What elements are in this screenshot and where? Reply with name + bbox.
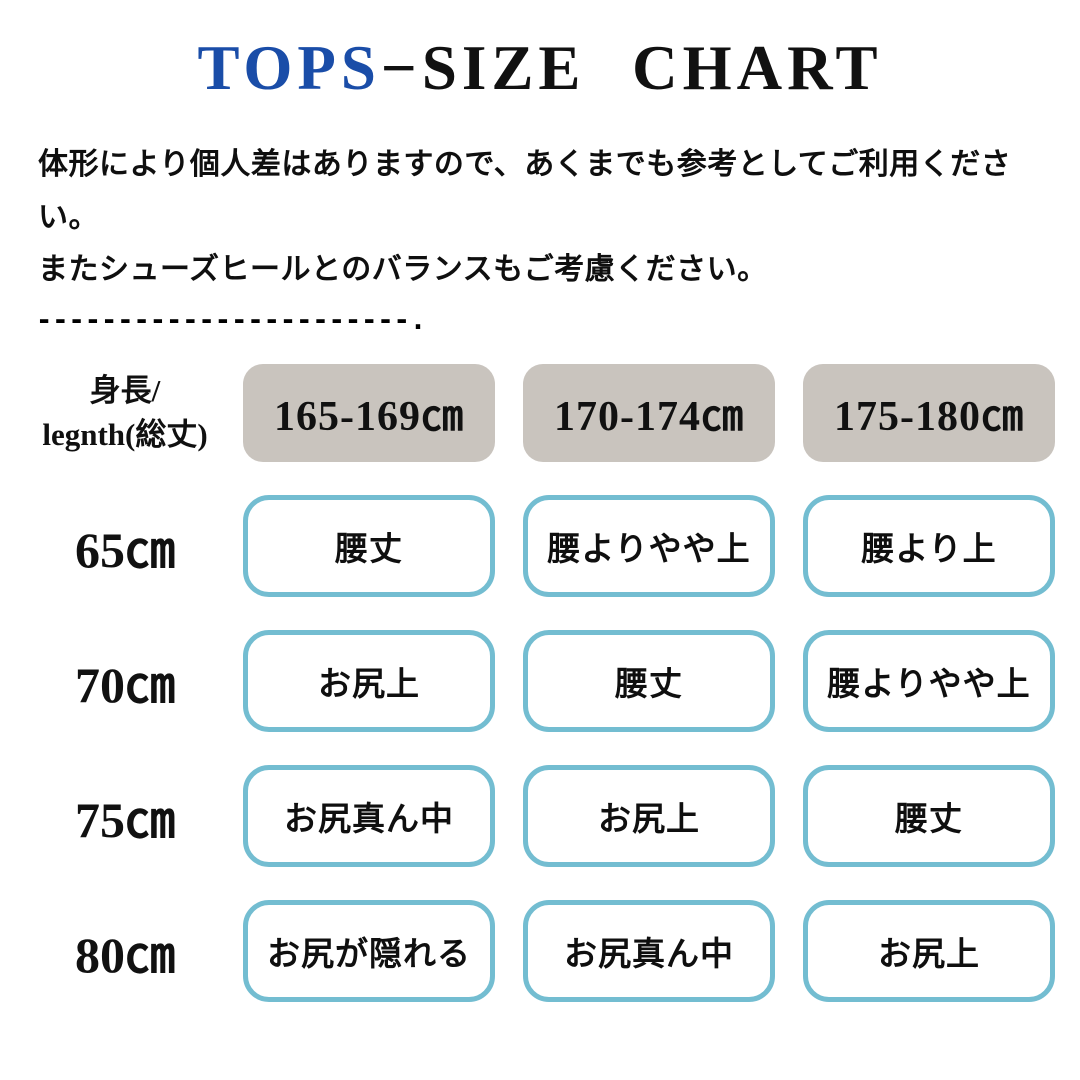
size-table: 身長/ legnth(総丈) 165-169㎝ 170-174㎝ 175-180… [35,363,1080,1002]
size-cell-70-col2: 腰丈 [523,629,775,732]
intro-text: 体形により個人差はありますので、あくまでも参考としてご利用ください。 またシュー… [38,148,1012,287]
size-cell-75-col2: お尻上 [523,764,775,867]
size-cell-65-col1: 腰丈 [243,494,495,597]
size-cell-65-col2: 腰よりやや上 [523,494,775,597]
dashed-divider: -----------------------. [36,304,427,336]
size-cell-80-col2: お尻真ん中 [523,899,775,1002]
page-title: TOPS−SIZE CHART [0,0,1080,103]
column-header-170-174: 170-174㎝ [523,363,775,462]
size-cell-80-col3: お尻上 [803,899,1055,1002]
size-cell-70-col3: 腰よりやや上 [803,629,1055,732]
column-header-175-180: 175-180㎝ [803,363,1055,462]
row-label-80cm: 80㎝ [75,926,175,983]
row-label-75cm: 75㎝ [75,791,175,848]
size-cell-80-col1: お尻が隠れる [243,899,495,1002]
row-label-70cm: 70㎝ [75,656,175,713]
size-cell-75-col3: 腰丈 [803,764,1055,867]
size-cell-65-col3: 腰より上 [803,494,1055,597]
size-cell-70-col1: お尻上 [243,629,495,732]
column-header-165-169: 165-169㎝ [243,363,495,462]
corner-label: 身長/ legnth(総丈) [42,373,208,452]
row-label-65cm: 65㎝ [75,521,175,578]
title-brand-text: TOPS [197,33,381,103]
title-rest-text: −SIZE CHART [380,33,883,103]
size-cell-75-col1: お尻真ん中 [243,764,495,867]
